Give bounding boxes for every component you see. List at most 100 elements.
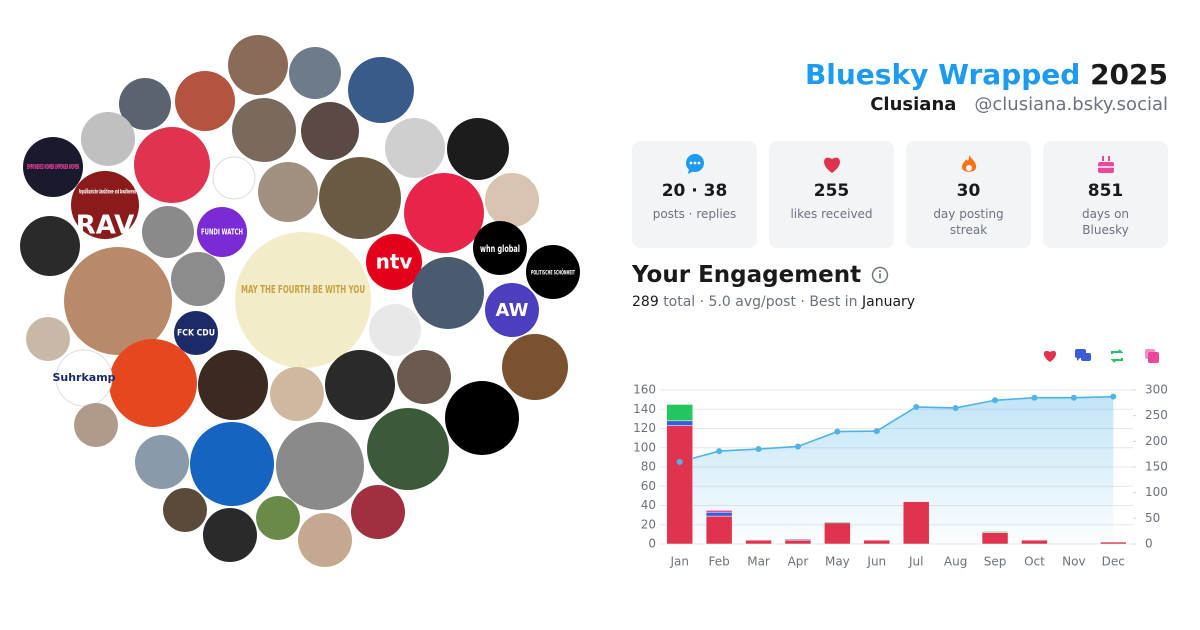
avatar[interactable] (369, 304, 421, 356)
avatar[interactable] (235, 232, 371, 368)
stat-label: days on Bluesky (1081, 207, 1130, 237)
y-tick-label: 20 (641, 517, 656, 531)
bar-segment (705, 511, 733, 517)
best-month: January (862, 294, 916, 310)
bar-segment (981, 532, 1009, 545)
avatar[interactable] (174, 311, 218, 355)
avatar[interactable] (171, 252, 225, 306)
avatar[interactable] (298, 513, 352, 567)
bar-segment (863, 539, 891, 545)
y-tick-label: 140 (633, 402, 656, 416)
y2-tick-label: 300 (1145, 383, 1168, 397)
year: 2025 (1090, 58, 1168, 91)
avatar[interactable] (134, 127, 210, 203)
avatar[interactable] (258, 162, 318, 222)
avatar[interactable] (485, 173, 539, 227)
avatar[interactable] (64, 247, 172, 355)
total: 289 (632, 294, 659, 310)
title: Bluesky Wrapped 2025 (632, 50, 1168, 100)
bar-segment (705, 510, 733, 513)
avatar[interactable] (212, 156, 256, 200)
avatar[interactable] (412, 257, 484, 329)
avatar[interactable] (71, 171, 139, 239)
engagement-chart: 0 20 40 60 80 100 120 140 160 0 50 100 150 200 250 300 J… (633, 349, 1168, 569)
stat-card: 255 likes received (769, 141, 894, 248)
stat-value: 30 (956, 181, 981, 201)
avatar[interactable] (502, 334, 568, 400)
y-tick-label: 100 (633, 440, 656, 454)
info-icon[interactable] (871, 266, 889, 284)
x-tick-label: Oct (1024, 555, 1045, 569)
section-heading: Your Engagement (632, 262, 1168, 288)
legend-icon[interactable] (1043, 350, 1057, 362)
avatar[interactable] (319, 157, 401, 239)
line-point (1110, 393, 1117, 400)
avatar[interactable] (163, 488, 207, 532)
avatar[interactable] (74, 403, 118, 447)
avatar[interactable] (397, 350, 451, 404)
avatar[interactable] (119, 78, 171, 130)
line-point (952, 404, 959, 411)
avatar[interactable] (135, 435, 189, 489)
bar-segment (824, 522, 851, 545)
avatar-text: Suhrkamp (52, 371, 115, 384)
avatar[interactable] (228, 35, 288, 95)
stat-label: likes received (790, 207, 873, 221)
avatar[interactable] (366, 234, 422, 290)
avatar[interactable] (404, 173, 484, 253)
avatar[interactable] (485, 283, 539, 337)
handle: @clusiana.bsky.social (974, 94, 1168, 115)
avatar[interactable] (198, 350, 268, 420)
stat-value: 255 (813, 181, 850, 201)
avatar-text: AW (496, 300, 529, 321)
avatar[interactable] (232, 98, 296, 162)
avatar-text: Republikanischer Anwältinnen- und Anwält… (79, 189, 141, 196)
summary: 289 total · 5.0 avg/post · Best in Janua… (632, 294, 1168, 310)
icon (685, 154, 704, 174)
avatar[interactable] (55, 349, 113, 407)
avatar[interactable] (26, 317, 70, 361)
y-tick-label: 0 (648, 537, 656, 551)
bar-segment (1021, 539, 1048, 545)
bar-segment (666, 404, 693, 422)
section-title: Your Engagement (632, 262, 862, 288)
avatar[interactable] (445, 381, 519, 455)
legend-icon[interactable] (1075, 349, 1091, 361)
avatar[interactable] (385, 118, 445, 178)
area (679, 396, 1114, 544)
avatar[interactable] (301, 102, 359, 160)
bar-segment (981, 531, 1009, 533)
avatar[interactable] (526, 245, 580, 299)
avatar[interactable] (81, 112, 135, 166)
legend-icon[interactable] (1145, 349, 1159, 363)
y2-tick-label: 200 (1145, 434, 1168, 448)
x-tick-label: Nov (1062, 555, 1085, 569)
avatar-text: ntv (376, 250, 413, 274)
avatar[interactable] (142, 206, 194, 258)
avatar[interactable] (325, 350, 395, 420)
avatar[interactable] (256, 496, 300, 540)
avatar[interactable] (270, 367, 324, 421)
line-point (873, 428, 880, 435)
avatar[interactable] (203, 508, 257, 562)
avatar[interactable] (20, 216, 80, 276)
bar-segment (1100, 541, 1127, 545)
legend-icon[interactable] (1110, 349, 1124, 363)
x-tick-label: Mar (747, 555, 770, 569)
avatar[interactable] (289, 47, 341, 99)
avatar[interactable] (23, 137, 83, 197)
avatar[interactable] (276, 422, 364, 510)
display-name: Clusiana (870, 94, 957, 115)
avatar[interactable] (447, 118, 509, 180)
avatar[interactable] (190, 422, 274, 506)
avatar[interactable] (109, 339, 197, 427)
avatar[interactable] (197, 207, 247, 257)
avatar[interactable] (473, 221, 527, 275)
line-point (992, 397, 999, 404)
y-tick-label: 80 (641, 460, 656, 474)
avatar[interactable] (348, 57, 414, 123)
line-point (1031, 394, 1038, 401)
avatar[interactable] (351, 485, 405, 539)
avatar[interactable] (175, 71, 235, 131)
avatar[interactable] (367, 408, 449, 490)
